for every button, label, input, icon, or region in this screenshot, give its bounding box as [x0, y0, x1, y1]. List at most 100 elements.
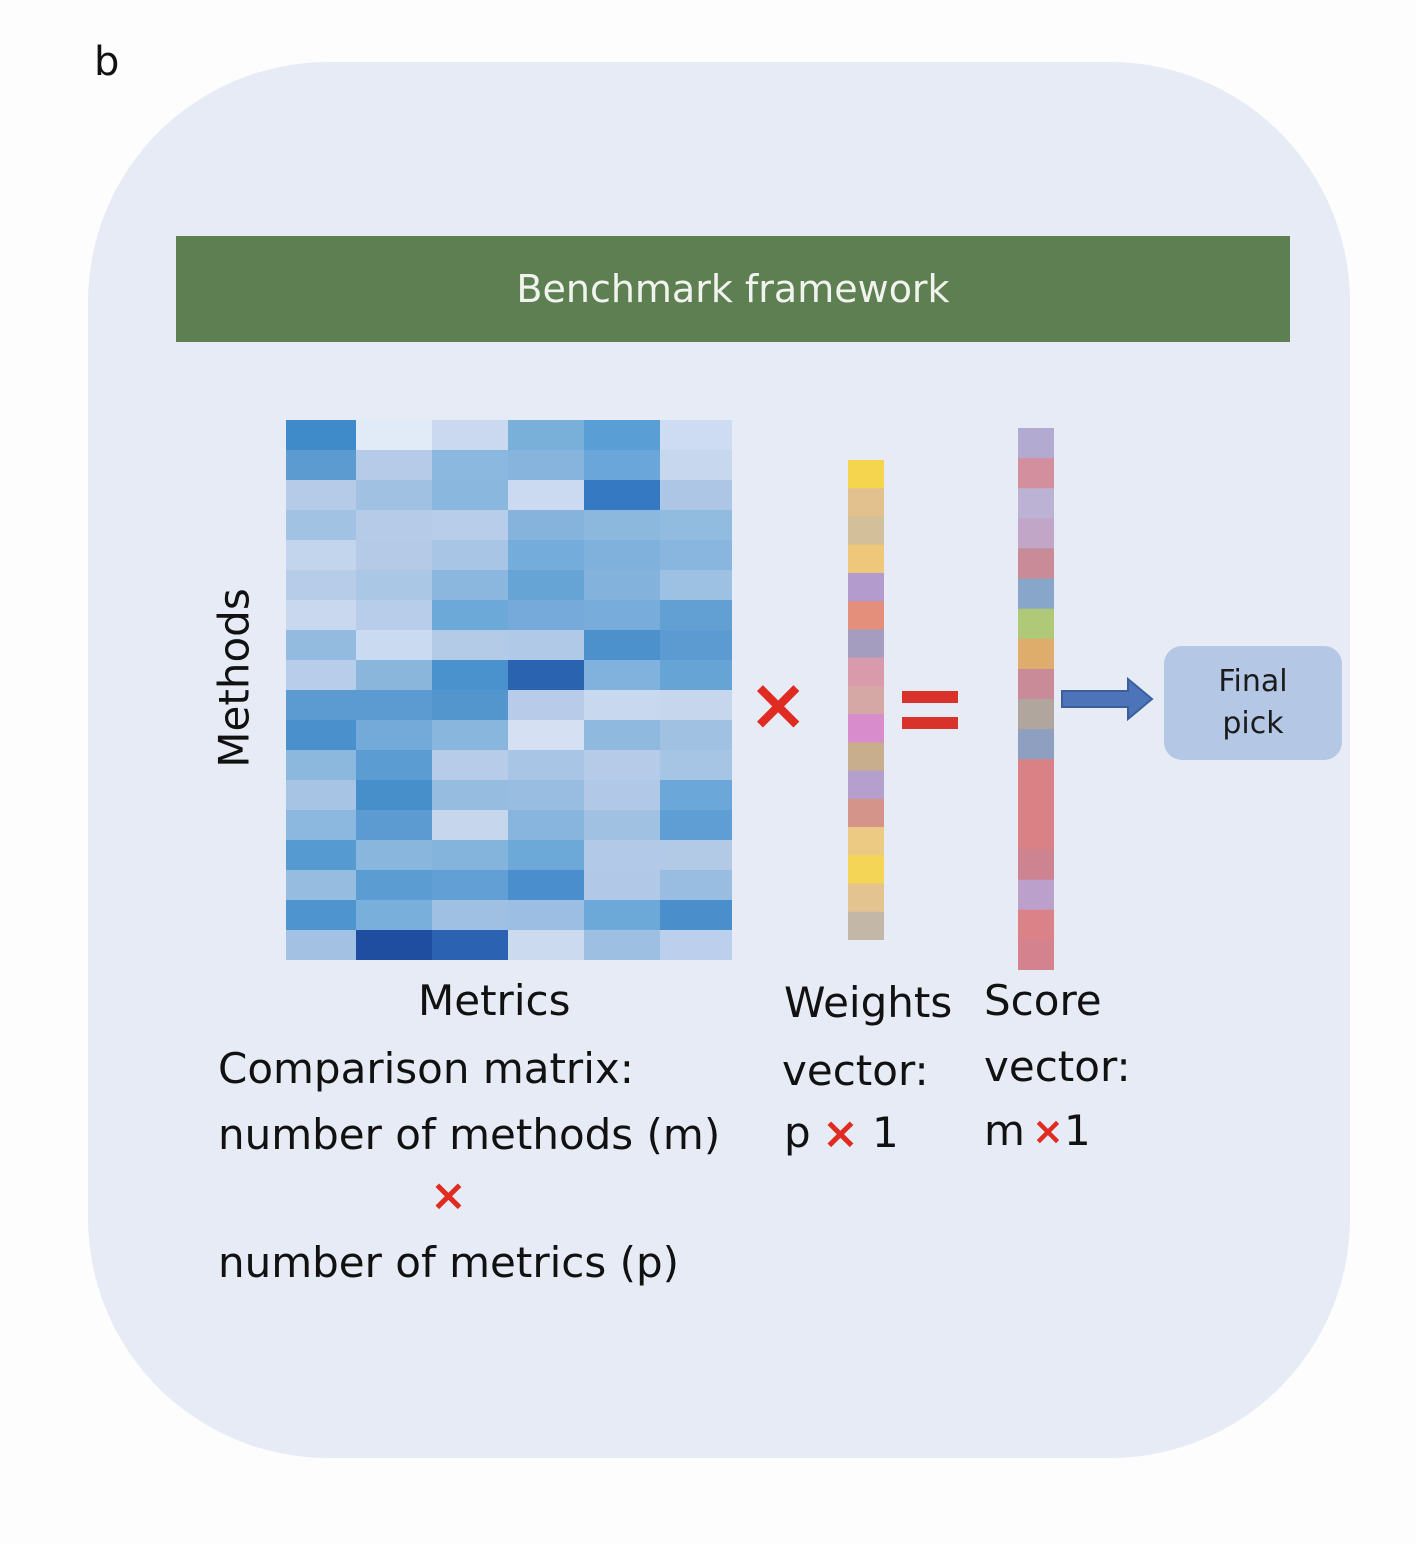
matrix-cell — [356, 450, 433, 481]
score-segment — [1018, 608, 1054, 640]
matrix-cell — [508, 720, 585, 751]
matrix-cell — [584, 750, 661, 781]
matrix-cell — [286, 630, 357, 661]
weights-segment — [848, 714, 884, 743]
matrix-cell — [432, 660, 509, 691]
matrix-cell — [508, 810, 585, 841]
matrix-cell — [286, 600, 357, 631]
matrix-cell — [584, 870, 661, 901]
matrix-cell — [432, 690, 509, 721]
matrix-cell — [660, 420, 732, 451]
matrix-cell — [660, 750, 732, 781]
matrix-cell — [432, 750, 509, 781]
matrix-cell — [356, 750, 433, 781]
matrix-cell — [508, 480, 585, 511]
matrix-cell — [660, 510, 732, 541]
score-segment — [1018, 458, 1054, 489]
matrix-cell — [584, 840, 661, 871]
matrix-ylabel: Methods — [209, 588, 259, 768]
score-vector-bar — [1018, 428, 1054, 970]
matrix-cell — [432, 600, 509, 631]
matrix-cell — [584, 690, 661, 721]
matrix-cell — [432, 480, 509, 511]
matrix-cell — [584, 810, 661, 841]
weights-segment — [848, 657, 884, 687]
matrix-cell — [660, 870, 732, 901]
matrix-cell — [286, 570, 357, 601]
matrix-cell — [356, 630, 433, 661]
matrix-cell — [508, 690, 585, 721]
final-pick-box[interactable]: Final pick — [1164, 646, 1342, 760]
matrix-cell — [432, 780, 509, 811]
score-label-line1: Score — [984, 976, 1102, 1025]
matrix-cell — [584, 420, 661, 451]
score-segment — [1018, 939, 1054, 970]
matrix-cell — [356, 600, 433, 631]
matrix-cell — [356, 480, 433, 511]
score-segment — [1018, 879, 1054, 911]
matrix-cell — [356, 900, 433, 931]
matrix-cell — [286, 480, 357, 511]
matrix-cell — [660, 720, 732, 751]
matrix-cell — [356, 930, 433, 960]
matrix-cell — [660, 450, 732, 481]
matrix-cell — [432, 570, 509, 601]
matrix-cell — [660, 810, 732, 841]
weights-segment — [848, 572, 884, 602]
score-dim-left: m — [984, 1106, 1025, 1155]
matrix-cell — [584, 480, 661, 511]
weights-dim-times: × — [822, 1108, 859, 1159]
matrix-cell — [356, 510, 433, 541]
matrix-cell — [508, 570, 585, 601]
matrix-cell — [660, 540, 732, 571]
weights-segment — [848, 770, 884, 800]
matrix-cell — [286, 450, 357, 481]
matrix-cell — [584, 930, 661, 960]
matrix-cell — [508, 630, 585, 661]
weights-segment — [848, 911, 884, 940]
matrix-cell — [286, 810, 357, 841]
weights-segment — [848, 742, 884, 772]
matrix-cell — [660, 690, 732, 721]
matrix-cell — [356, 870, 433, 901]
weights-vector-bar — [848, 460, 884, 940]
matrix-cell — [584, 720, 661, 751]
matrix-cell — [584, 450, 661, 481]
matrix-cell — [432, 540, 509, 571]
weights-segment — [848, 827, 884, 856]
matrix-cell — [286, 690, 357, 721]
matrix-cell — [660, 600, 732, 631]
matrix-cell — [432, 720, 509, 751]
matrix-cell — [286, 840, 357, 871]
banner-title: Benchmark framework — [176, 236, 1290, 342]
matrix-cell — [508, 600, 585, 631]
final-pick-label: Final pick — [1218, 664, 1288, 741]
score-segment — [1018, 789, 1054, 820]
matrix-cell — [286, 420, 357, 451]
weights-label-line2: vector: — [782, 1046, 929, 1095]
matrix-cell — [508, 450, 585, 481]
matrix-cell — [432, 510, 509, 541]
matrix-caption-line3: number of metrics (p) — [218, 1238, 680, 1287]
weights-segment — [848, 798, 884, 828]
matrix-cell — [660, 480, 732, 511]
matrix-cell — [286, 540, 357, 571]
weights-segment — [848, 460, 884, 489]
matrix-caption-line1: Comparison matrix: — [218, 1044, 634, 1093]
matrix-cell — [432, 870, 509, 901]
matrix-cell — [286, 780, 357, 811]
weights-segment — [848, 685, 884, 715]
matrix-cell — [508, 930, 585, 960]
matrix-cell — [660, 780, 732, 811]
matrix-cell — [508, 510, 585, 541]
equals-operator-bottom — [902, 717, 958, 729]
matrix-cell — [584, 900, 661, 931]
matrix-cell — [286, 900, 357, 931]
panel-letter: b — [94, 39, 120, 85]
weights-label-line1: Weights — [784, 978, 953, 1027]
score-segment — [1018, 488, 1054, 519]
matrix-cell — [432, 810, 509, 841]
score-segment — [1018, 819, 1054, 851]
score-segment — [1018, 668, 1054, 700]
matrix-cell — [356, 540, 433, 571]
